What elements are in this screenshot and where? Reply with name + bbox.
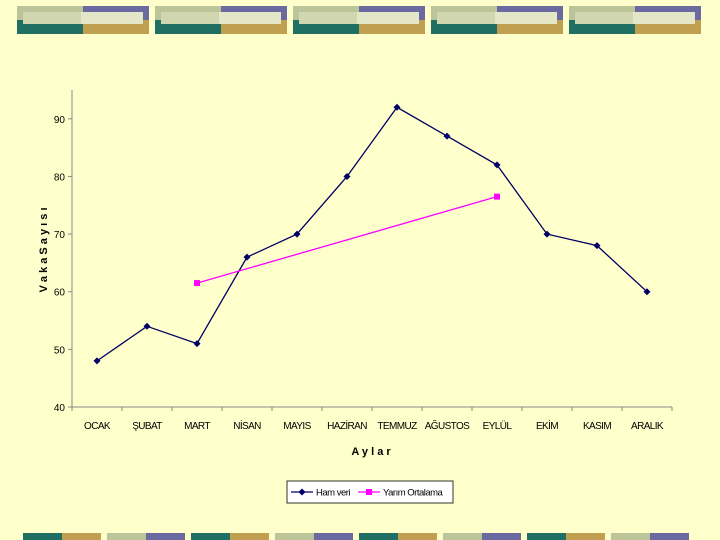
data-point [643,288,651,296]
legend-marker [298,488,306,496]
x-axis-ticks: OCAK ŞUBAT MART NİSAN MAYIS HAZİRAN TEMMUZ AĞUS… [71,407,673,432]
legend-marker [366,489,372,495]
decor-bottom-tile [611,533,689,540]
data-point [343,172,351,180]
decor-tile [569,6,701,34]
data-point [194,280,200,287]
y-tick-label: 90 [54,115,66,126]
y-tick-label: 50 [54,345,66,356]
x-axis-label: A y l a r [351,446,391,458]
series-line [96,106,648,362]
decor-bottom-tile [443,533,521,540]
x-tick-label: NİSAN [233,419,261,432]
y-tick-label: 70 [54,230,66,241]
decor-bottom-tile [275,533,353,540]
decor-bottom-tile [107,533,185,540]
y-axis-ticks: 40 50 60 70 80 90 [54,115,72,414]
data-point [143,322,151,330]
data-point [494,193,500,200]
x-tick-label: MAYIS [283,421,311,432]
decor-bottom-tile [527,533,605,540]
data-point [193,340,201,348]
x-tick-label: ŞUBAT [132,421,162,432]
legend-label: Yarım Ortalama [383,488,444,499]
x-tick-label: TEMMUZ [377,421,417,432]
series-1 [93,103,651,365]
decor-tile [293,6,425,34]
chart-series [93,103,651,365]
y-tick-label: 60 [54,288,66,299]
decor-bottom-tile [191,533,269,540]
data-point [93,357,101,365]
x-tick-label: HAZİRAN [327,419,367,432]
decor-tile [431,6,563,34]
top-decoration [17,6,703,34]
bottom-decoration [23,533,703,540]
legend-item: Ham veri [291,488,351,499]
decor-tile [155,6,287,34]
decor-bottom-tile [359,533,437,540]
data-point [593,242,601,250]
decor-bottom-tile [23,533,101,540]
x-tick-label: AĞUSTOS [425,419,470,432]
data-point [493,161,501,169]
x-tick-label: ARALIK [631,421,664,432]
x-tick-label: KASIM [583,421,611,432]
legend-label: Ham veri [316,488,350,499]
x-tick-label: OCAK [84,421,111,432]
data-point [293,230,301,238]
chart-axes [71,90,672,408]
y-axis-label: V a k a S a y ı s ı [38,208,50,293]
y-tick-label: 80 [54,172,66,183]
data-point [243,253,251,261]
y-tick-label: 40 [54,403,66,414]
legend-item: Yarım Ortalama [358,488,444,499]
series-2 [194,193,500,287]
decor-tile [17,6,149,34]
data-point [543,230,551,238]
chart-legend: Ham veri Yarım Ortalama [286,480,454,504]
x-tick-label: EYLÜL [483,420,513,432]
x-tick-label: MART [184,421,210,432]
data-point [443,132,451,140]
series-line [196,196,498,284]
x-tick-label: EKİM [536,419,558,432]
data-point [393,103,401,111]
